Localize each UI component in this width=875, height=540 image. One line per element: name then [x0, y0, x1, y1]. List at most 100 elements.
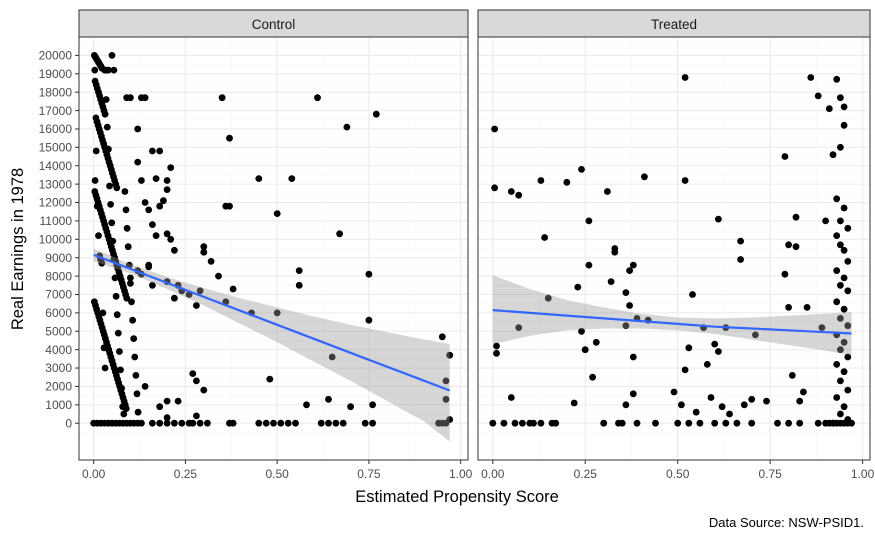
data-point	[726, 410, 733, 418]
data-point	[833, 75, 841, 83]
panel-control: Control	[78, 9, 469, 461]
data-point	[500, 419, 508, 427]
data-point	[681, 74, 689, 81]
data-point	[141, 383, 149, 390]
data-point	[507, 188, 515, 195]
data-point	[134, 408, 142, 416]
data-point	[303, 401, 310, 409]
data-point	[218, 94, 226, 102]
data-point	[126, 280, 134, 287]
data-point	[113, 184, 121, 192]
data-point	[262, 419, 270, 427]
data-point	[511, 419, 519, 427]
data-point	[193, 377, 200, 385]
y-tick-label: 19000	[39, 67, 73, 81]
facet-strip-label: Treated	[651, 17, 697, 32]
x-tick-label: 1.00	[851, 467, 875, 481]
confidence-band	[492, 275, 852, 356]
y-tick-label: 5000	[45, 324, 72, 338]
data-point	[123, 294, 131, 302]
data-point	[163, 397, 171, 405]
data-point	[652, 419, 659, 427]
data-point	[129, 316, 137, 324]
data-point	[715, 348, 722, 355]
data-point	[372, 110, 380, 118]
data-point	[288, 175, 296, 183]
data-point	[110, 66, 118, 74]
data-point	[837, 346, 844, 354]
data-point	[273, 210, 281, 218]
data-point	[193, 302, 200, 309]
data-point	[711, 340, 719, 348]
data-point	[618, 419, 626, 427]
data-point	[685, 419, 693, 427]
data-point	[317, 419, 325, 427]
data-point	[277, 419, 285, 427]
data-point	[152, 232, 160, 240]
data-point	[592, 338, 600, 346]
data-point	[833, 195, 841, 203]
data-point	[100, 344, 108, 352]
x-axis-title: Estimated Propensity Score	[355, 488, 559, 506]
data-point	[641, 173, 648, 181]
data-point	[141, 199, 149, 206]
data-point	[844, 258, 852, 265]
y-tick-label: 17000	[39, 104, 73, 118]
panels-layer: Control Treated	[78, 9, 871, 461]
data-point	[99, 309, 107, 317]
data-point	[149, 419, 156, 427]
data-point	[107, 201, 114, 208]
data-point	[822, 217, 829, 225]
data-point	[844, 322, 852, 330]
data-point	[733, 419, 741, 427]
data-point	[489, 419, 497, 427]
data-point	[325, 395, 332, 403]
data-point	[622, 289, 630, 296]
fit-line	[492, 309, 852, 335]
facet-strip	[78, 9, 469, 38]
data-point	[626, 267, 633, 274]
data-point	[774, 419, 781, 427]
y-axis-title: Real Earnings in 1978	[9, 168, 27, 330]
data-point	[844, 287, 852, 295]
y-tick-label: 1000	[45, 398, 72, 412]
data-point	[442, 419, 450, 427]
x-tick-label: 0.00	[82, 467, 106, 481]
points-treated	[489, 74, 855, 427]
data-point	[844, 224, 852, 232]
data-point	[748, 419, 756, 427]
data-point	[792, 213, 800, 221]
axes-layer: 0.00 0.25 0.50 0.75 1.00 0 1000 2000 3000 4000 500…	[39, 49, 875, 481]
data-point	[840, 103, 848, 111]
data-point	[814, 419, 822, 427]
data-point	[114, 329, 122, 337]
data-point	[171, 246, 178, 254]
data-point	[837, 377, 844, 385]
data-point	[167, 164, 175, 172]
data-point	[840, 246, 848, 254]
data-point	[112, 292, 120, 300]
y-tick-label: 18000	[39, 85, 73, 99]
data-point	[696, 419, 704, 427]
data-point	[229, 419, 237, 427]
data-point	[369, 419, 376, 427]
data-point	[152, 175, 160, 183]
data-point	[493, 349, 500, 357]
data-point	[507, 394, 515, 401]
data-point	[369, 401, 376, 409]
data-point	[626, 302, 633, 309]
data-point	[796, 419, 804, 427]
data-point	[515, 191, 523, 199]
data-point	[493, 342, 500, 350]
data-point	[292, 419, 299, 427]
data-point	[134, 125, 142, 133]
data-point	[442, 377, 450, 385]
data-point	[138, 177, 145, 184]
data-point	[803, 304, 811, 311]
data-point	[117, 366, 124, 374]
data-point	[200, 386, 208, 394]
data-point	[600, 419, 608, 427]
data-point	[574, 283, 582, 291]
data-point	[171, 294, 178, 302]
data-point	[103, 123, 111, 131]
